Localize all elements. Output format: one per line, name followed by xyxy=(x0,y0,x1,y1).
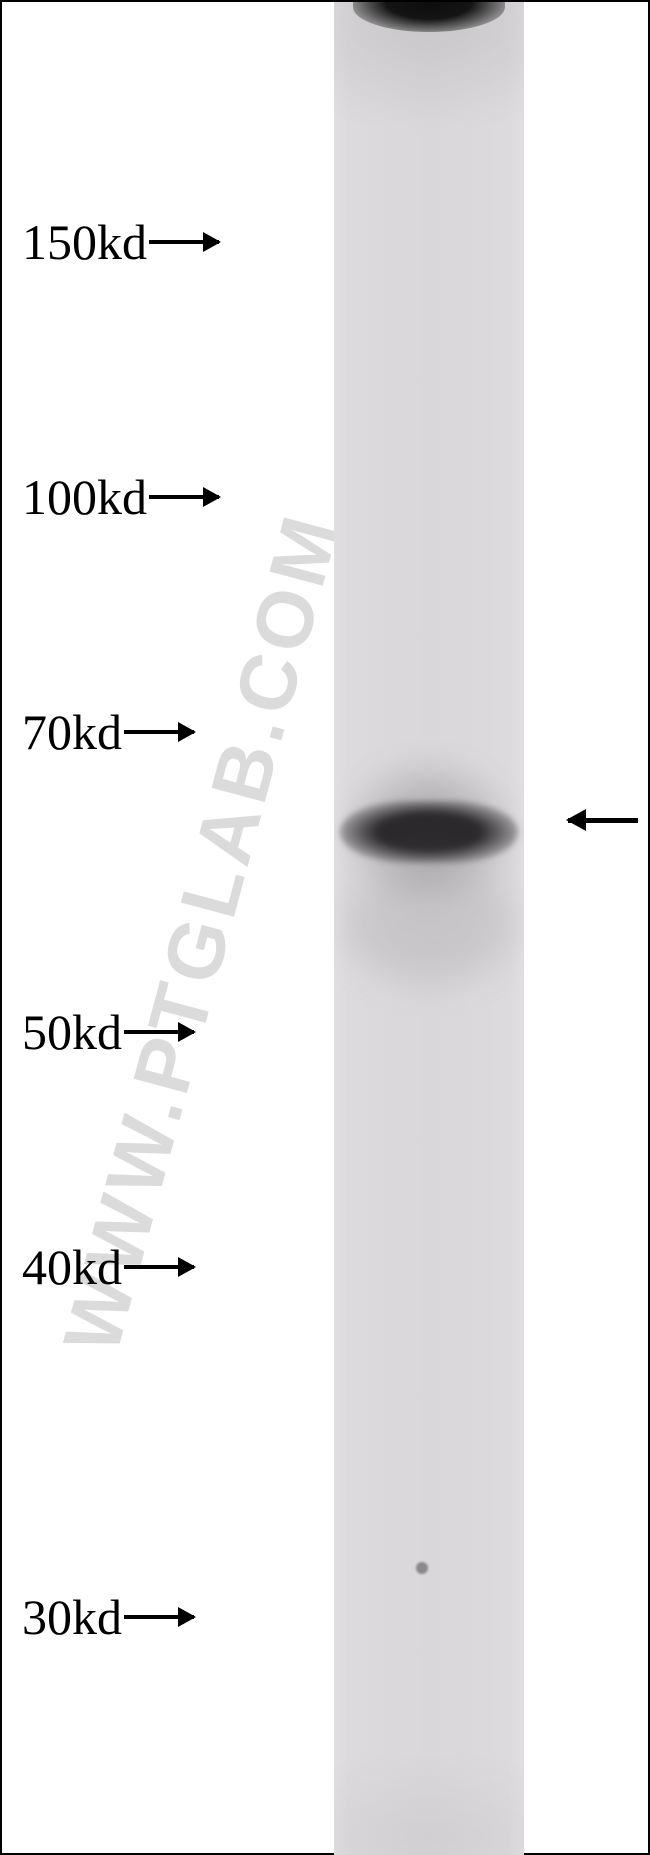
watermark-text: WWW.PTGLAB.COM xyxy=(45,502,358,1362)
protein-band xyxy=(340,801,519,863)
arrow-right-icon xyxy=(124,730,194,734)
blot-frame: WWW.PTGLAB.COM 150kd 100kd 70kd 50kd 40kd 30k… xyxy=(0,0,650,1855)
arrow-right-icon xyxy=(124,1265,194,1269)
arrow-right-icon xyxy=(124,1615,194,1619)
lane-top-artifact xyxy=(353,2,505,32)
lane-speck xyxy=(416,1562,428,1574)
mw-marker: 30kd xyxy=(22,1588,194,1646)
mw-marker: 70kd xyxy=(22,703,194,761)
mw-marker-label: 40kd xyxy=(22,1238,124,1296)
mw-marker: 40kd xyxy=(22,1238,194,1296)
mw-marker-label: 50kd xyxy=(22,1003,124,1061)
mw-marker-label: 70kd xyxy=(22,703,124,761)
mw-marker: 50kd xyxy=(22,1003,194,1061)
mw-marker: 100kd xyxy=(22,468,219,526)
gel-lane xyxy=(334,2,524,1855)
mw-marker: 150kd xyxy=(22,213,219,271)
band-pointer-arrow xyxy=(568,818,638,823)
mw-marker-label: 150kd xyxy=(22,213,149,271)
arrow-right-icon xyxy=(149,495,219,499)
mw-marker-label: 100kd xyxy=(22,468,149,526)
band-smear xyxy=(344,862,515,982)
mw-marker-label: 30kd xyxy=(22,1588,124,1646)
arrow-right-icon xyxy=(124,1030,194,1034)
arrow-right-icon xyxy=(149,240,219,244)
